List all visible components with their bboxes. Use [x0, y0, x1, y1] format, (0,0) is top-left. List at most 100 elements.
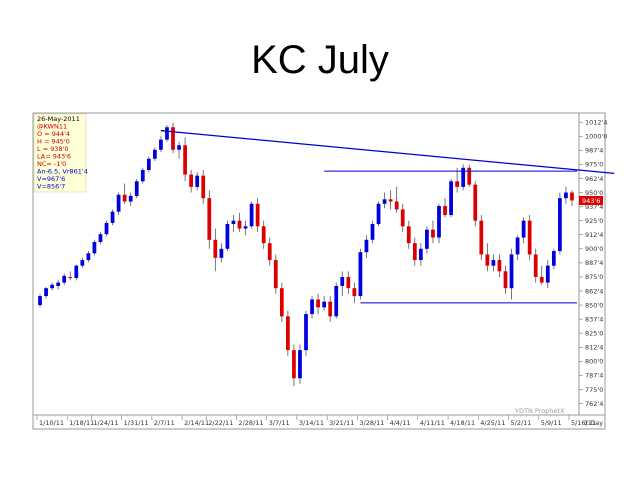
candle-body	[437, 206, 441, 238]
candle-body	[189, 174, 194, 187]
candle-body	[352, 288, 357, 297]
candle-body	[443, 206, 447, 216]
candle	[328, 296, 333, 322]
candle-body	[509, 254, 514, 289]
candle-body	[44, 288, 48, 297]
candle-body	[412, 243, 417, 261]
candle	[177, 141, 181, 159]
y-tick-label: 887'4	[585, 259, 603, 267]
x-tick-label: 1/24/11	[93, 419, 118, 427]
candle-body	[122, 194, 127, 202]
candle	[38, 293, 42, 308]
candle	[515, 235, 520, 261]
candle	[437, 203, 441, 244]
candle-body	[219, 248, 224, 258]
y-tick-label: 875'0	[585, 273, 603, 281]
candle	[388, 190, 393, 210]
info-line: @KWN11	[37, 123, 67, 131]
y-tick-label: 900'0	[585, 245, 603, 253]
candle-body	[249, 203, 254, 227]
candle	[237, 212, 242, 232]
candle	[479, 215, 484, 261]
candle-body	[334, 285, 339, 317]
y-tick-label: 775'0	[585, 386, 603, 394]
candle-body	[497, 260, 502, 272]
candle	[219, 243, 224, 263]
candle-body	[467, 167, 472, 185]
x-tick-label: 2/7/11	[154, 419, 175, 427]
candle	[116, 192, 121, 216]
candle	[249, 201, 254, 229]
y-tick-label: 987'4	[585, 147, 603, 155]
x-tick-label: 1/18/11	[69, 419, 94, 427]
price-badge: 943'6	[582, 197, 600, 205]
candle-body	[237, 220, 242, 229]
candle-body	[346, 276, 351, 289]
candle-body	[273, 260, 278, 289]
candle	[225, 220, 230, 252]
x-tick-label: 4/4/11	[390, 419, 411, 427]
candle	[273, 254, 278, 294]
candle-body	[340, 276, 345, 286]
info-line: O = 944'4	[37, 130, 70, 138]
annotation-layer	[160, 130, 615, 304]
x-tick-label: 1/10/11	[39, 419, 64, 427]
candle	[461, 164, 466, 191]
y-tick-label: 787'4	[585, 372, 603, 380]
candle-body	[473, 184, 478, 221]
candle	[558, 192, 562, 255]
candle-body	[86, 253, 91, 261]
y-tick-label: 762'4	[585, 400, 603, 408]
x-tick-label: 3/14/11	[299, 419, 324, 427]
candle	[285, 310, 290, 356]
y-tick-label: 975'0	[585, 161, 603, 169]
candle	[255, 198, 260, 232]
candle	[316, 293, 320, 315]
candle-body	[255, 203, 260, 227]
candle-body	[213, 239, 218, 258]
period-label[interactable]: 1 Day	[584, 419, 603, 427]
candle-body	[92, 242, 97, 254]
candle	[527, 215, 532, 261]
info-line: LA= 943'6	[37, 153, 71, 161]
x-tick-label: 2/28/11	[238, 419, 263, 427]
candle	[400, 203, 405, 232]
candle-body	[243, 226, 248, 229]
candle-body	[455, 181, 459, 187]
candle-body	[68, 276, 73, 279]
candle-body	[316, 299, 320, 308]
candle	[509, 248, 514, 300]
info-line: V=856'7	[37, 183, 65, 191]
y-tick-label: 962'4	[585, 175, 603, 183]
candle	[467, 164, 472, 187]
y-tick-label: 950'0	[585, 189, 603, 197]
y-tick-label: 862'4	[585, 287, 603, 295]
y-tick-label: 800'0	[585, 358, 603, 366]
candle	[50, 282, 54, 291]
info-line: 26-May-2011	[37, 115, 80, 123]
candle	[62, 273, 67, 285]
candle-body	[128, 195, 133, 202]
slide-title: KC July	[251, 38, 389, 82]
x-tick-label: 3/21/11	[329, 419, 354, 427]
candle	[346, 271, 351, 294]
info-line: L = 938'0	[37, 145, 69, 153]
candle-body	[134, 181, 139, 196]
candle	[279, 282, 284, 322]
candle-body	[267, 243, 272, 261]
candle	[545, 260, 550, 289]
candle-body	[449, 181, 453, 216]
candle	[159, 136, 163, 153]
candle	[207, 190, 212, 249]
candle	[364, 235, 369, 258]
candle	[382, 192, 387, 209]
price-badge-bg	[579, 196, 603, 205]
candle	[322, 296, 327, 311]
candle-body	[298, 350, 302, 379]
candle	[485, 243, 490, 272]
candle-body	[388, 199, 393, 202]
candle-body	[382, 199, 387, 204]
candle	[340, 271, 345, 297]
candle-body	[225, 224, 230, 249]
